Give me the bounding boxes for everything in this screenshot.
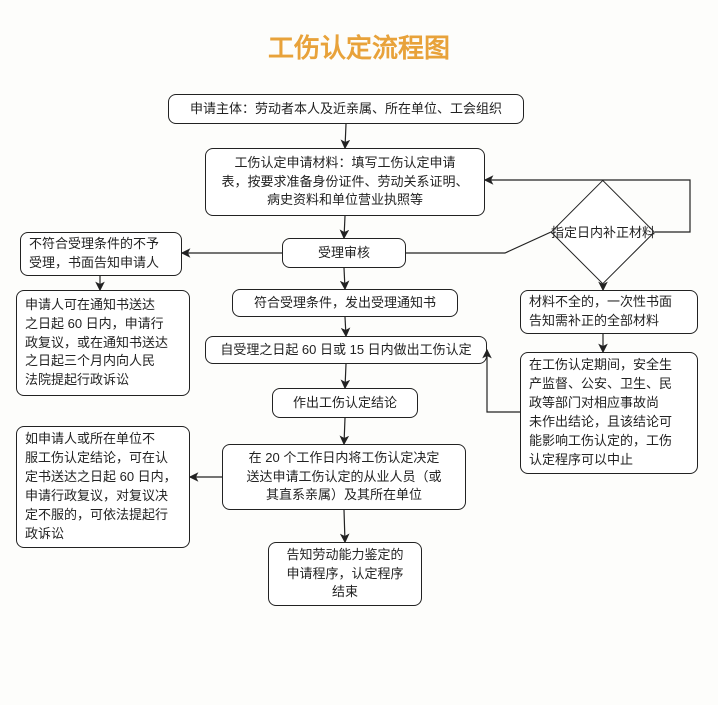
node-deadline: 自受理之日起 60 日或 15 日内做出工伤认定 <box>205 336 487 364</box>
node-text: 自受理之日起 60 日或 15 日内做出工伤认定 <box>220 341 471 360</box>
node-incomplete: 材料不全的，一次性书面告知需补正的全部材料 <box>520 290 698 334</box>
node-end: 告知劳动能力鉴定的申请程序，认定程序结束 <box>268 542 422 606</box>
node-conclusion: 作出工伤认定结论 <box>272 388 418 418</box>
node-text: 不符合受理条件的不予受理，书面告知申请人 <box>29 235 159 273</box>
decision-supplement <box>551 180 655 284</box>
node-review: 受理审核 <box>282 238 406 268</box>
node-text: 材料不全的，一次性书面告知需补正的全部材料 <box>529 293 672 331</box>
node-text: 申请人可在通知书送达之日起 60 日内，申请行政复议，或在通知书送达之日起三个月… <box>25 296 168 390</box>
node-reject: 不符合受理条件的不予受理，书面告知申请人 <box>20 232 182 276</box>
page-title: 工伤认定流程图 <box>0 28 718 65</box>
node-text: 如申请人或所在单位不服工伤认定结论，可在认定书送达之日起 60 日内，申请行政复… <box>25 430 177 543</box>
node-text: 申请主体：劳动者本人及近亲属、所在单位、工会组织 <box>190 100 502 119</box>
node-accept-notice: 符合受理条件，发出受理通知书 <box>232 289 458 317</box>
node-text: 受理审核 <box>318 244 370 263</box>
node-text: 在 20 个工作日内将工伤认定决定送达申请工伤认定的从业人员（或其直系亲属）及其… <box>246 449 441 506</box>
node-text: 在工伤认定期间，安全生产监督、公安、卫生、民政等部门对相应事故尚未作出结论，且该… <box>529 356 672 469</box>
node-deliver: 在 20 个工作日内将工伤认定决定送达申请工伤认定的从业人员（或其直系亲属）及其… <box>222 444 466 510</box>
node-reconsider: 申请人可在通知书送达之日起 60 日内，申请行政复议，或在通知书送达之日起三个月… <box>16 290 190 396</box>
node-text: 告知劳动能力鉴定的申请程序，认定程序结束 <box>286 546 403 603</box>
node-text: 作出工伤认定结论 <box>293 394 397 413</box>
node-materials: 工伤认定申请材料：填写工伤认定申请表，按要求准备身份证件、劳动关系证明、病史资料… <box>205 148 485 216</box>
node-appeal: 如申请人或所在单位不服工伤认定结论，可在认定书送达之日起 60 日内，申请行政复… <box>16 426 190 548</box>
node-text: 符合受理条件，发出受理通知书 <box>254 294 436 313</box>
node-suspend: 在工伤认定期间，安全生产监督、公安、卫生、民政等部门对相应事故尚未作出结论，且该… <box>520 352 698 474</box>
node-applicant: 申请主体：劳动者本人及近亲属、所在单位、工会组织 <box>168 94 524 124</box>
node-text: 工伤认定申请材料：填写工伤认定申请表，按要求准备身份证件、劳动关系证明、病史资料… <box>221 154 468 211</box>
